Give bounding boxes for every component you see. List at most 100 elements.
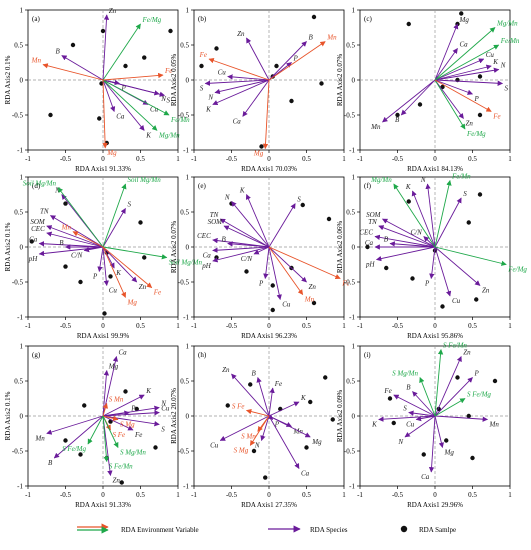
env-label: S Mn	[241, 432, 256, 440]
sample-point	[123, 63, 128, 69]
species-label: N	[160, 400, 166, 408]
sample-point	[455, 375, 460, 380]
species-arrow	[400, 79, 436, 116]
env-label: Fe/Mg	[142, 16, 162, 24]
x-tick-label: 0	[101, 491, 105, 499]
x-tick-label: 1	[508, 155, 512, 163]
species-label: P	[121, 85, 127, 93]
x-tick-label: -1	[25, 491, 31, 499]
sample-point	[492, 378, 498, 384]
sample-point	[244, 269, 249, 274]
species-arrow	[38, 241, 104, 248]
panel-label: (b)	[198, 15, 207, 23]
env-label: Fc	[341, 280, 350, 288]
sample-point	[102, 311, 107, 316]
species-label: B	[251, 370, 256, 378]
x-tick-label: 0	[433, 155, 437, 163]
y-tick-label: 0.5	[180, 42, 189, 50]
panel-b: -1-1 -0.5 -0.5 0 0 0.5 0.5 1 1 RDA Axis1 70.03% RD…	[170, 7, 346, 174]
env-label: Fe	[164, 67, 172, 75]
sample-point	[108, 274, 113, 279]
sample-point	[308, 399, 313, 405]
sample-point	[323, 375, 328, 380]
species-arrow	[268, 415, 311, 438]
env-label: Fe/Mn	[451, 173, 471, 181]
y-tick-label: 1	[352, 343, 356, 351]
env-arrow	[245, 408, 270, 417]
sample-point	[304, 445, 309, 450]
sample-point	[384, 265, 389, 271]
legend-sample-label: RDA Samlpe	[419, 526, 456, 534]
species-label: Mn	[34, 435, 45, 443]
env-label: Fe/Mn	[500, 37, 520, 45]
species-label: TN	[368, 218, 377, 226]
sample-point	[466, 413, 471, 419]
env-arrow	[102, 246, 126, 298]
sample-point	[421, 452, 426, 457]
species-label: B	[309, 34, 314, 42]
env-label: Fe	[153, 289, 161, 297]
sample-point	[63, 438, 68, 443]
species-arrow	[404, 415, 436, 438]
sample-point	[274, 63, 279, 69]
x-tick-label: 0.5	[136, 491, 145, 499]
env-label: S Mg	[120, 421, 135, 429]
species-arrow	[102, 410, 160, 417]
species-arrow	[268, 246, 307, 283]
species-arrow	[434, 67, 500, 81]
sample-point	[82, 403, 87, 408]
species-arrow	[434, 79, 504, 86]
x-tick-label: -0.5	[60, 322, 72, 330]
species-arrow	[223, 225, 270, 248]
species-label: Cu	[486, 51, 495, 59]
species-arrow	[83, 246, 104, 253]
x-tick-label: 0	[267, 491, 271, 499]
y-tick-label: -0.5	[344, 112, 356, 120]
env-label: S Fe	[232, 402, 245, 410]
species-label: Mn	[489, 421, 500, 429]
env-label: Fe	[492, 113, 500, 121]
species-label: Zn	[109, 7, 117, 15]
env-arrow	[42, 63, 104, 81]
species-label: pH	[365, 261, 376, 269]
x-tick-label: -0.5	[226, 155, 238, 163]
species-label: K	[205, 106, 211, 114]
panel-label: (g)	[32, 351, 41, 359]
species-arrow	[102, 246, 138, 283]
env-arrow	[249, 415, 270, 446]
species-label: B	[384, 236, 389, 244]
x-axis-title: RDA Axis1 99.9%	[77, 332, 129, 340]
species-label: S	[505, 85, 509, 93]
y-tick-label: -1	[349, 314, 355, 322]
sample-point	[270, 283, 275, 288]
y-tick-label: 0.5	[14, 209, 23, 217]
species-arrow	[253, 246, 270, 255]
species-label: K	[115, 269, 121, 277]
y-tick-label: 0	[20, 413, 24, 421]
legend-species-label: RDA Species	[310, 526, 348, 534]
species-label: B	[221, 236, 226, 244]
sample-point	[29, 239, 34, 244]
species-arrow	[434, 415, 445, 449]
species-arrow	[102, 415, 134, 431]
x-tick-label: -1	[191, 155, 197, 163]
y-tick-label: -0.5	[344, 279, 356, 287]
species-arrow	[268, 415, 300, 469]
species-label: Mg	[459, 16, 470, 24]
env-arrow	[434, 246, 507, 266]
y-tick-label: 1	[186, 7, 190, 15]
env-label: Soil Mg/Mn	[23, 180, 57, 188]
sample-point	[263, 475, 268, 480]
species-arrow	[231, 201, 270, 248]
x-axis-title: RDA Axis1 27.35%	[241, 501, 297, 509]
x-tick-label: 0.5	[468, 491, 477, 499]
sample-point	[63, 201, 68, 206]
x-tick-label: 0.5	[136, 155, 145, 163]
env-label: Mn	[326, 34, 337, 42]
sample-point	[387, 396, 393, 401]
env-label: S Fe	[113, 431, 126, 439]
x-axis-title: RDA Axis1 91.33%	[75, 165, 131, 173]
species-label: S	[297, 196, 301, 204]
sample-point	[138, 220, 143, 225]
